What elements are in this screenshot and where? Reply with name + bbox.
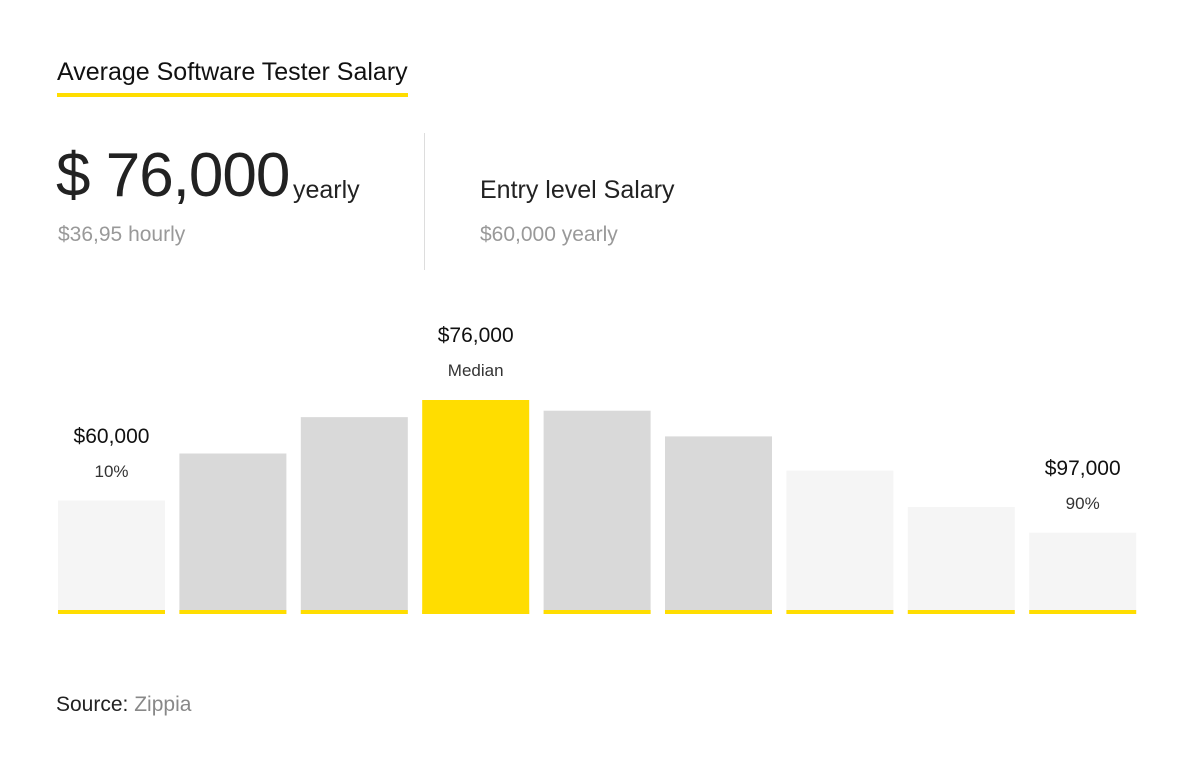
source-name: Zippia — [134, 693, 192, 716]
divider — [424, 133, 425, 270]
annotation-label: 10% — [94, 461, 129, 481]
bar-baseline — [300, 610, 408, 614]
annotation-label: 90% — [1065, 493, 1100, 513]
bar-baseline — [786, 610, 894, 614]
entry-level-value: $60,000 yearly — [480, 223, 618, 246]
bar-baseline — [422, 610, 530, 614]
bar-5 — [543, 410, 651, 614]
hourly-salary: $36,95 hourly — [58, 223, 186, 246]
bar-3 — [300, 417, 408, 614]
bar-9 — [1029, 532, 1137, 614]
page-title: Average Software Tester Salary — [57, 58, 408, 97]
annotation-value: $76,000 — [437, 324, 514, 347]
bar-7 — [786, 470, 894, 614]
bar-baseline — [58, 610, 165, 614]
bar-baseline — [665, 610, 772, 614]
bar-8 — [907, 507, 1015, 614]
annotation-value: $60,000 — [73, 424, 150, 448]
average-unit: yearly — [293, 176, 360, 204]
bar-baseline — [179, 610, 287, 614]
source-label: Source: — [56, 693, 129, 716]
bar-baseline — [1029, 610, 1137, 614]
average-salary: $ 76,000 — [56, 141, 290, 210]
bar-1 — [58, 500, 165, 614]
annotation-value: $97,000 — [1044, 456, 1121, 480]
source-note: Source: Zippia — [56, 693, 191, 717]
entry-level-label: Entry level Salary — [480, 176, 675, 204]
bar-4 — [422, 400, 530, 614]
bar-6 — [665, 436, 772, 614]
annotation-label: Median — [447, 361, 504, 380]
bar-baseline — [543, 610, 651, 614]
bar-2 — [179, 453, 287, 614]
bar-baseline — [907, 610, 1015, 614]
